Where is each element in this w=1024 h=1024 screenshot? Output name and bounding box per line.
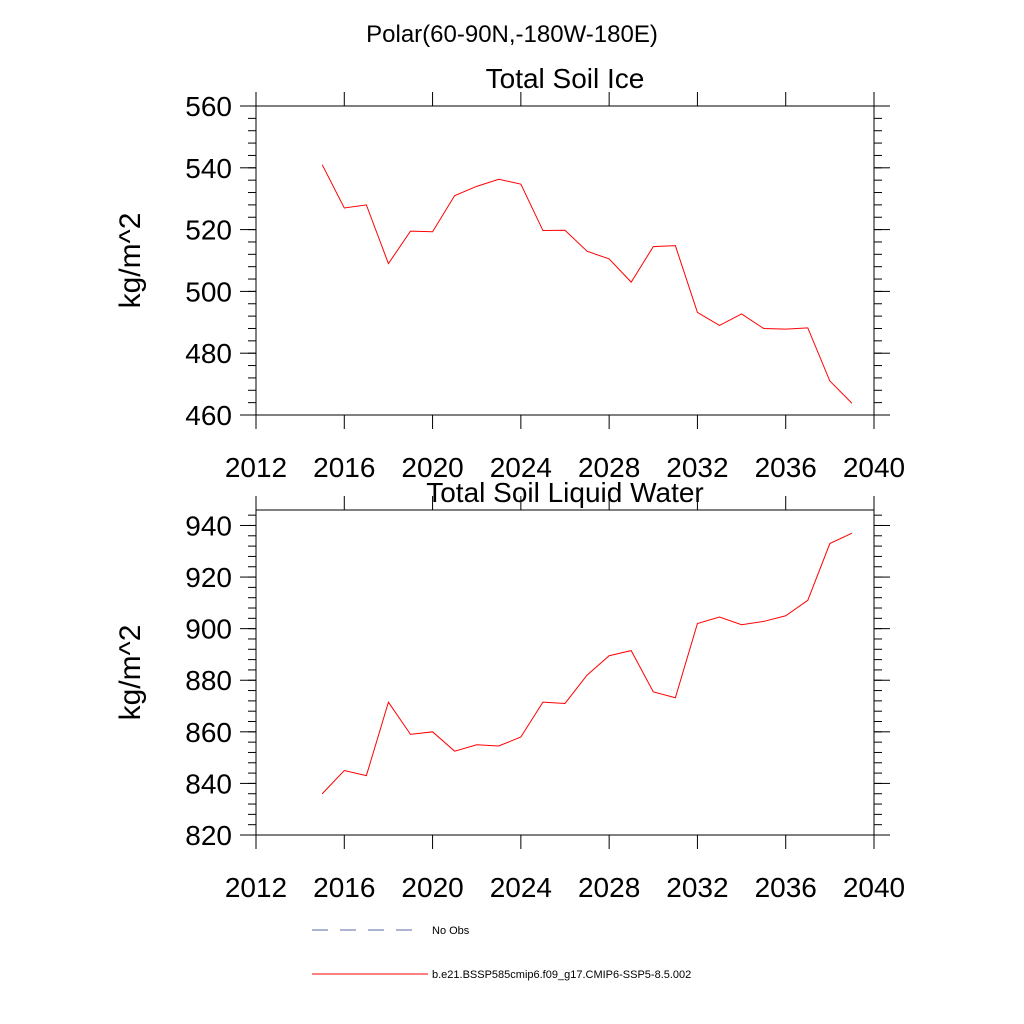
- x-tick-label-soil-liquid-water: 2028: [578, 872, 640, 903]
- y-tick-label-soil-liquid-water: 900: [185, 614, 232, 645]
- panel-total-soil-liquid-water: Total Soil Liquid Water kg/m^2 2012 2016 202…: [114, 477, 905, 903]
- panel-title-soil-ice: Total Soil Ice: [486, 63, 645, 94]
- x-tick-label-soil-ice: 2040: [843, 452, 905, 483]
- y-tick-label-soil-liquid-water: 860: [185, 717, 232, 748]
- x-tick-label-soil-ice: 2028: [578, 452, 640, 483]
- y-tick-label-soil-liquid-water: 820: [185, 820, 232, 851]
- panel-title-soil-liquid-water: Total Soil Liquid Water: [426, 477, 704, 508]
- x-tick-label-soil-liquid-water: 2020: [401, 872, 463, 903]
- x-tick-label-soil-ice: 2020: [401, 452, 463, 483]
- x-tick-label-soil-liquid-water: 2040: [843, 872, 905, 903]
- y-tick-label-soil-liquid-water: 920: [185, 562, 232, 593]
- figure-title: Polar(60-90N,-180W-180E): [366, 21, 658, 48]
- legend-model-label: b.e21.BSSP585cmip6.f09_g17.CMIP6-SSP5-8.…: [432, 969, 691, 981]
- panel-total-soil-ice: Total Soil Ice kg/m^2 2012 2016 2020 2024 2028…: [114, 63, 905, 483]
- y-tick-label-soil-ice: 500: [185, 276, 232, 307]
- series-line-soil-liquid-water: [321, 532, 853, 795]
- x-tick-label-soil-liquid-water: 2032: [666, 872, 728, 903]
- y-axis-label-soil-liquid-water: kg/m^2: [114, 625, 147, 721]
- x-tick-label-soil-ice: 2032: [666, 452, 728, 483]
- y-axis-label-soil-ice: kg/m^2: [114, 213, 147, 309]
- x-tick-label-soil-ice: 2016: [313, 452, 375, 483]
- series-line-soil-ice: [321, 164, 853, 404]
- y-tick-label-soil-ice: 460: [185, 400, 232, 431]
- x-tick-label-soil-ice: 2012: [225, 452, 287, 483]
- y-tick-label-soil-ice: 480: [185, 338, 232, 369]
- x-tick-label-soil-liquid-water: 2012: [225, 872, 287, 903]
- legend-no-obs-label: No Obs: [432, 925, 470, 937]
- x-tick-label-soil-ice: 2024: [490, 452, 552, 483]
- y-tick-label-soil-ice: 540: [185, 153, 232, 184]
- x-tick-label-soil-liquid-water: 2036: [755, 872, 817, 903]
- x-tick-label-soil-liquid-water: 2016: [313, 872, 375, 903]
- legend: No Obs b.e21.BSSP585cmip6.f09_g17.CMIP6-…: [312, 925, 691, 981]
- y-tick-label-soil-ice: 520: [185, 215, 232, 246]
- plot-frame-soil-ice: [255, 105, 875, 416]
- y-tick-label-soil-ice: 560: [185, 91, 232, 122]
- y-tick-label-soil-liquid-water: 940: [185, 510, 232, 541]
- plot-frame-soil-liquid-water: [255, 509, 875, 836]
- y-tick-label-soil-liquid-water: 840: [185, 768, 232, 799]
- x-tick-label-soil-ice: 2036: [755, 452, 817, 483]
- y-tick-label-soil-liquid-water: 880: [185, 665, 232, 696]
- x-tick-label-soil-liquid-water: 2024: [490, 872, 552, 903]
